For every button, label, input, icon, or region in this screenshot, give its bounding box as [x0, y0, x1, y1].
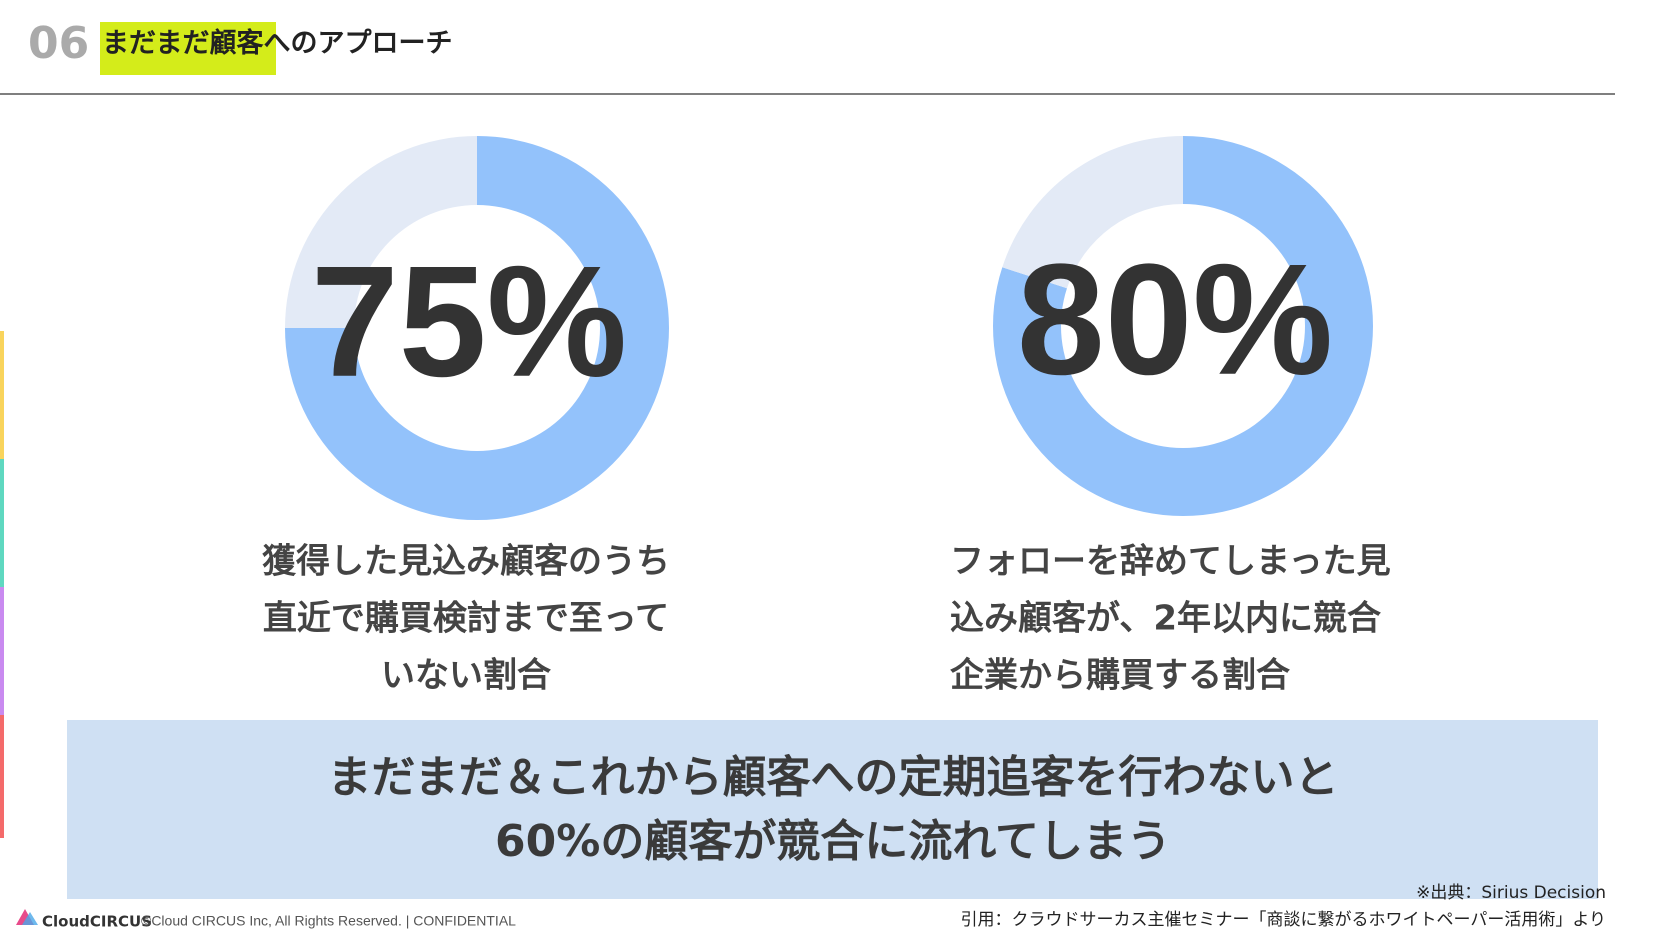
title-highlight-bg [100, 22, 276, 75]
citation: 引用：クラウドサーカス主催セミナー「商談に繋がるホワイトペーパー活用術」より [961, 910, 1607, 930]
side-strip [0, 715, 4, 838]
banner-line: 60%の顧客が競合に流れてしまう [495, 816, 1171, 867]
side-strip [0, 331, 4, 459]
donut-segment [285, 136, 477, 328]
side-strip [0, 587, 4, 715]
logo-icon [22, 912, 38, 925]
chart-description: 獲得した見込み顧客のうち [262, 542, 670, 582]
logo: CloudCIRCUS [42, 913, 152, 931]
donut-segment [285, 136, 669, 520]
chart-description: いない割合 [381, 656, 551, 696]
banner-line: まだまだ＆これから顧客への定期追客を行わないと [327, 752, 1338, 803]
copyright: ©Cloud CIRCUS Inc, All Rights Reserved. … [141, 913, 516, 929]
banner-bg [67, 720, 1598, 899]
chart-description: フォローを辞めてしまった見 [950, 542, 1391, 582]
chart-description: 込み顧客が、2年以内に競合 [950, 599, 1381, 639]
slide-number: 06 [28, 18, 89, 69]
side-strip [0, 459, 4, 587]
center-label: 80% [1017, 232, 1333, 408]
title-rest: へのアプローチ [263, 28, 452, 59]
chart-description: 直近で購買検討まで至って [263, 599, 669, 639]
title-highlight: まだまだ顧客 [102, 27, 264, 59]
chart-description: 企業から購買する割合 [950, 656, 1290, 696]
source: ※出典：Sirius Decision [1416, 883, 1606, 903]
donut-segment [1002, 136, 1183, 289]
center-label: 75% [311, 234, 627, 410]
donut-segment [993, 136, 1374, 516]
slide-title: まだまだ顧客へのアプローチ [102, 27, 452, 59]
